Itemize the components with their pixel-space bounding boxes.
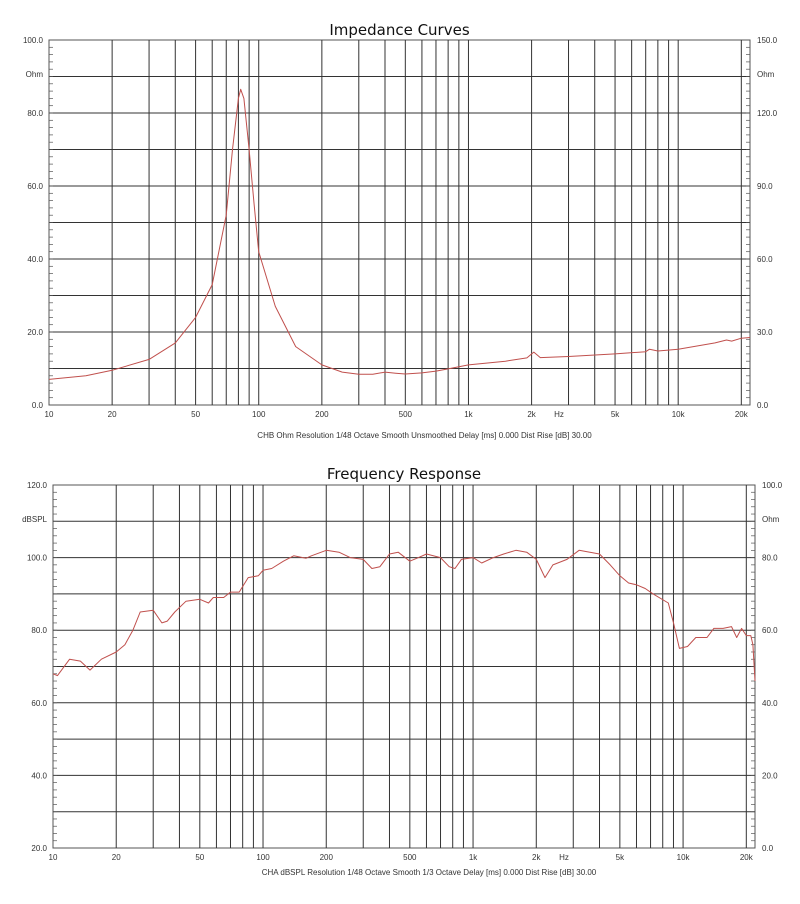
x-tick-label: 500 — [399, 410, 413, 419]
series-line-spl — [52, 549, 756, 682]
y-tick-label: 60.0 — [27, 182, 43, 191]
x-tick-label: 1k — [464, 410, 473, 419]
right-y-axis-unit-label: Ohm — [762, 515, 780, 524]
y-axis-unit-label: dBSPL — [22, 515, 47, 524]
right-y-tick-label: 100.0 — [762, 481, 783, 490]
x-tick-label: 5k — [616, 853, 625, 862]
right-y-axis-unit-label: Ohm — [757, 70, 775, 79]
y-tick-label: 40.0 — [31, 771, 47, 780]
right-y-tick-label: 20.0 — [762, 771, 778, 780]
x-tick-label: 500 — [403, 853, 417, 862]
x-tick-label: 10k — [672, 410, 686, 419]
right-y-tick-label: 120.0 — [757, 109, 778, 118]
x-tick-label: 1k — [469, 853, 478, 862]
y-axis-unit-label: Ohm — [26, 70, 44, 79]
right-y-tick-label: 40.0 — [762, 699, 778, 708]
x-tick-label: 10k — [677, 853, 691, 862]
x-tick-label: 200 — [315, 410, 329, 419]
right-y-tick-label: 30.0 — [757, 328, 773, 337]
right-y-tick-label: 60.0 — [757, 255, 773, 264]
x-tick-label: 100 — [252, 410, 266, 419]
y-tick-label: 100.0 — [27, 554, 48, 563]
y-tick-label: 20.0 — [27, 328, 43, 337]
x-tick-label: 20 — [112, 853, 121, 862]
y-tick-label: 120.0 — [27, 481, 48, 490]
right-y-tick-label: 90.0 — [757, 182, 773, 191]
right-y-tick-label: 0.0 — [757, 401, 769, 410]
right-y-tick-label: 150.0 — [757, 36, 778, 45]
x-tick-label: 10 — [49, 853, 58, 862]
chart-title: Impedance Curves — [329, 21, 470, 39]
y-tick-label: 0.0 — [32, 401, 44, 410]
x-tick-label: 5k — [611, 410, 620, 419]
x-tick-label: 20k — [740, 853, 754, 862]
y-tick-label: 60.0 — [31, 699, 47, 708]
x-tick-label: 10 — [45, 410, 54, 419]
chart-caption: CHA dBSPL Resolution 1/48 Octave Smooth … — [262, 868, 597, 877]
x-tick-label: 20 — [108, 410, 117, 419]
x-axis-unit-label: Hz — [559, 853, 569, 862]
x-axis-unit-label: Hz — [554, 410, 564, 419]
y-tick-label: 100.0 — [23, 36, 44, 45]
x-tick-label: 2k — [532, 853, 541, 862]
y-tick-label: 40.0 — [27, 255, 43, 264]
y-tick-label: 80.0 — [31, 626, 47, 635]
chart-caption: CHB Ohm Resolution 1/48 Octave Smooth Un… — [257, 431, 592, 440]
x-tick-label: 2k — [527, 410, 536, 419]
series-line-impedance — [48, 88, 751, 380]
x-tick-label: 50 — [191, 410, 200, 419]
x-tick-label: 20k — [735, 410, 749, 419]
x-tick-label: 100 — [256, 853, 270, 862]
x-tick-label: 200 — [320, 853, 334, 862]
chart-title: Frequency Response — [327, 465, 481, 483]
y-tick-label: 80.0 — [27, 109, 43, 118]
right-y-tick-label: 0.0 — [762, 844, 774, 853]
y-tick-label: 20.0 — [31, 844, 47, 853]
x-tick-label: 50 — [195, 853, 204, 862]
right-y-tick-label: 60.0 — [762, 626, 778, 635]
right-y-tick-label: 80.0 — [762, 554, 778, 563]
